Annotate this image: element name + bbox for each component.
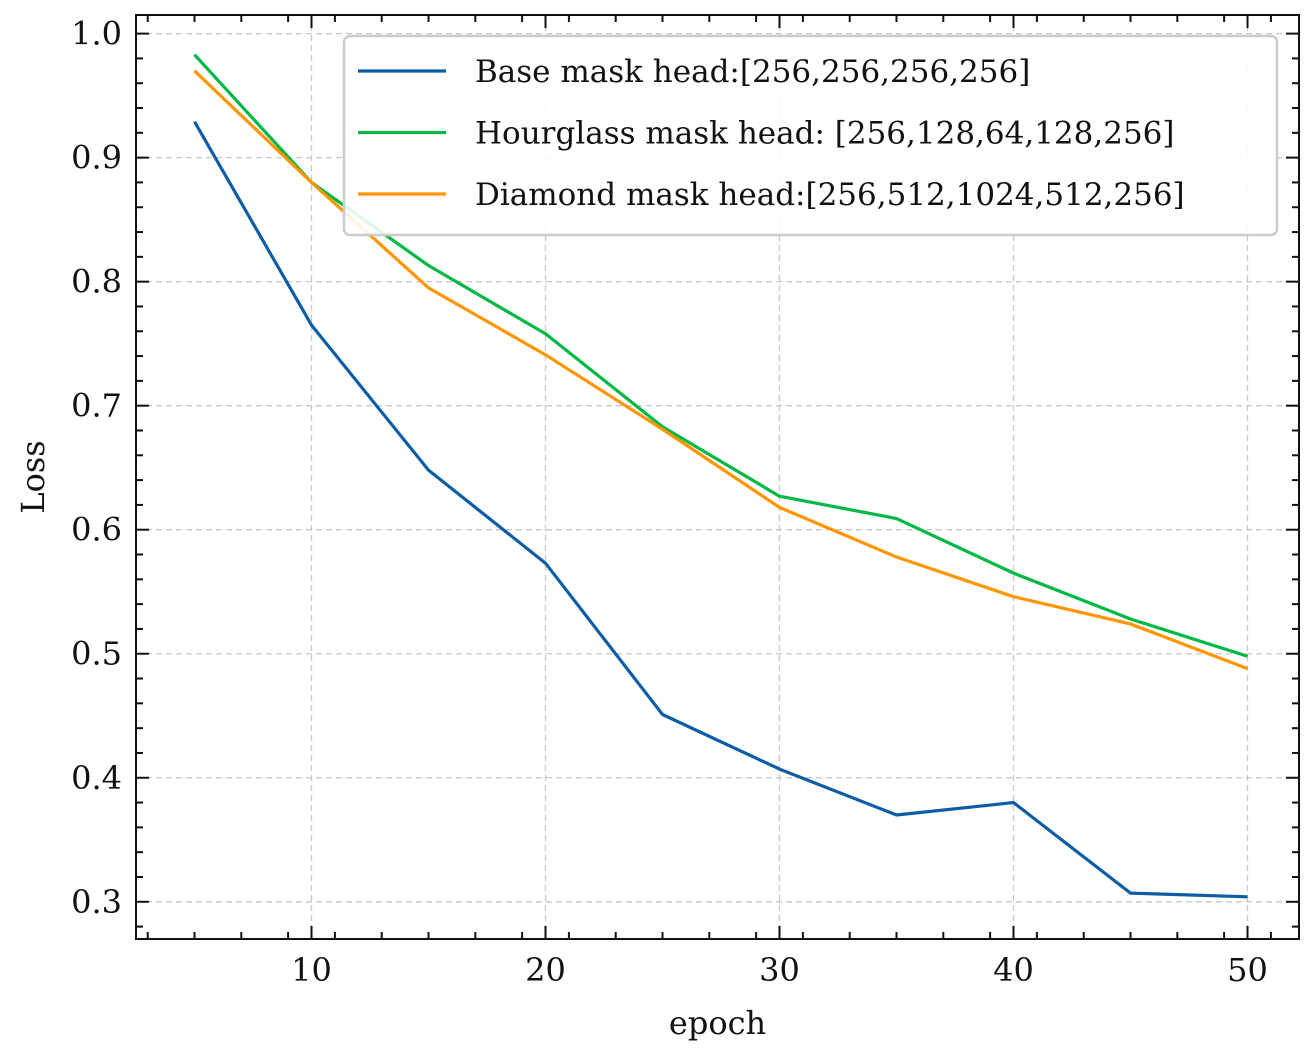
y-tick-label: 0.7 (71, 387, 122, 425)
y-tick-label: 0.5 (71, 635, 122, 673)
legend-label-1: Base mask head:[256,256,256,256] (475, 54, 1030, 90)
x-tick-label: 50 (1227, 951, 1268, 989)
y-tick-label: 0.9 (71, 139, 122, 177)
legend-label-2: Hourglass mask head: [256,128,64,128,256… (475, 116, 1174, 152)
x-tick-label: 10 (291, 951, 332, 989)
legend-label-3: Diamond mask head:[256,512,1024,512,256] (475, 177, 1185, 213)
x-tick-label: 40 (993, 951, 1034, 989)
legend-box (342, 34, 1279, 237)
x-tick-label: 20 (525, 951, 566, 989)
series-line-1 (193, 120, 1248, 899)
y-axis-label: Loss (14, 440, 52, 513)
axis-ticks (136, 15, 1299, 939)
x-tick-label: 30 (759, 951, 800, 989)
plot-frame (135, 14, 1300, 940)
y-tick-label: 0.6 (71, 511, 122, 549)
y-tick-label: 0.8 (71, 263, 122, 301)
y-tick-label: 0.4 (71, 759, 122, 797)
y-tick-label: 1.0 (71, 15, 122, 53)
y-tick-label: 0.3 (71, 883, 122, 921)
legend: Base mask head:[256,256,256,256] Hourglas… (342, 34, 1279, 237)
x-axis-label: epoch (669, 1004, 766, 1042)
tick-labels: 10 20 30 40 50 0.3 0.4 0.5 0.6 0.7 0.8 0.9 1.0 (71, 15, 1268, 989)
